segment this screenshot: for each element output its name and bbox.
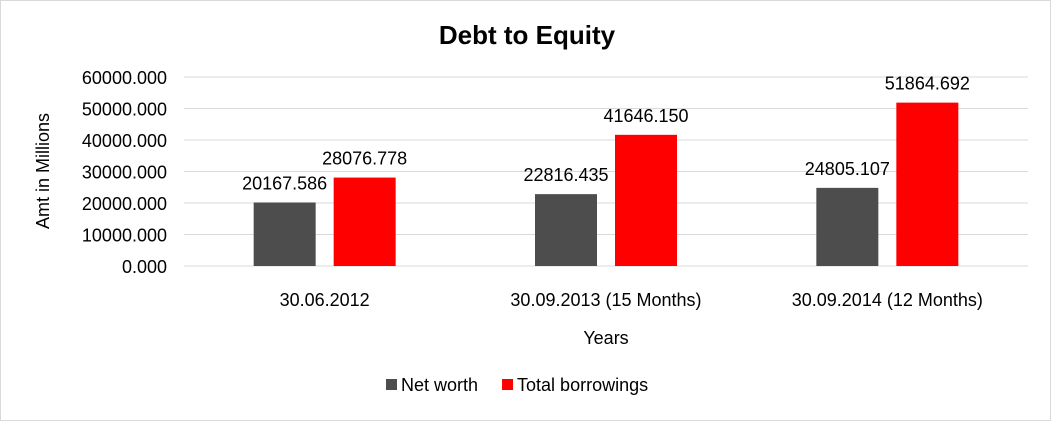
y-tick-label: 50000.000 bbox=[82, 100, 167, 120]
data-label: 28076.778 bbox=[322, 149, 407, 169]
bar bbox=[896, 102, 959, 266]
x-axis-ticks: 30.06.2012 30.09.2013 (15 Months) 30.09.20… bbox=[280, 290, 983, 310]
x-tick-label: 30.09.2014 (12 Months) bbox=[792, 290, 983, 310]
gridlines bbox=[184, 76, 1028, 267]
y-tick-label: 0.000 bbox=[122, 257, 167, 277]
y-tick-label: 60000.000 bbox=[82, 68, 167, 88]
y-tick-label: 10000.000 bbox=[82, 226, 167, 246]
legend-label: Net worth bbox=[401, 375, 478, 395]
bar bbox=[535, 194, 597, 266]
legend-label: Total borrowings bbox=[517, 375, 648, 395]
data-labels: 20167.586 28076.778 22816.435 41646.150 2480… bbox=[242, 74, 970, 194]
x-tick-label: 30.06.2012 bbox=[280, 290, 370, 310]
bar bbox=[816, 187, 879, 266]
data-label: 20167.586 bbox=[242, 173, 327, 193]
y-tick-label: 30000.000 bbox=[82, 163, 167, 183]
x-tick-label: 30.09.2013 (15 Months) bbox=[510, 290, 701, 310]
legend-swatch bbox=[502, 379, 514, 390]
legend: Net worth Total borrowings bbox=[386, 375, 648, 395]
bar bbox=[253, 202, 316, 266]
bars bbox=[253, 102, 959, 266]
data-label: 51864.692 bbox=[885, 74, 970, 94]
y-axis-title: Amt in Millions bbox=[33, 113, 53, 229]
bar bbox=[333, 177, 396, 266]
data-label: 24805.107 bbox=[805, 159, 890, 179]
data-label: 41646.150 bbox=[603, 106, 688, 126]
bar bbox=[615, 134, 677, 266]
y-axis-ticks: 0.000 10000.000 20000.000 30000.000 40000.00… bbox=[82, 68, 167, 277]
y-tick-label: 20000.000 bbox=[82, 194, 167, 214]
data-label: 22816.435 bbox=[523, 165, 608, 185]
chart-title: Debt to Equity bbox=[439, 20, 616, 50]
y-tick-label: 40000.000 bbox=[82, 131, 167, 151]
x-axis-title: Years bbox=[583, 328, 628, 348]
legend-swatch bbox=[386, 379, 397, 390]
